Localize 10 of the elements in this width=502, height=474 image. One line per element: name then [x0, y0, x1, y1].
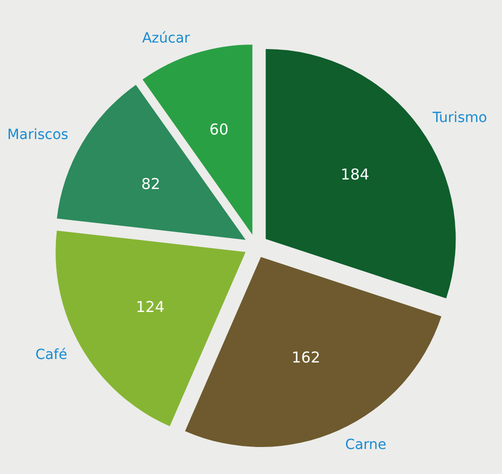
slice-label: Azúcar: [142, 30, 190, 46]
data-label: 82: [141, 174, 160, 193]
slice-label: Carne: [345, 436, 386, 453]
data-label: 184: [340, 165, 370, 184]
slice-label: Turismo: [432, 110, 488, 126]
data-label: 124: [136, 298, 164, 316]
data-label: 60: [209, 120, 228, 139]
slice-label: Café: [35, 347, 68, 363]
data-label: 162: [292, 348, 320, 367]
slice-label: Mariscos: [7, 127, 68, 144]
